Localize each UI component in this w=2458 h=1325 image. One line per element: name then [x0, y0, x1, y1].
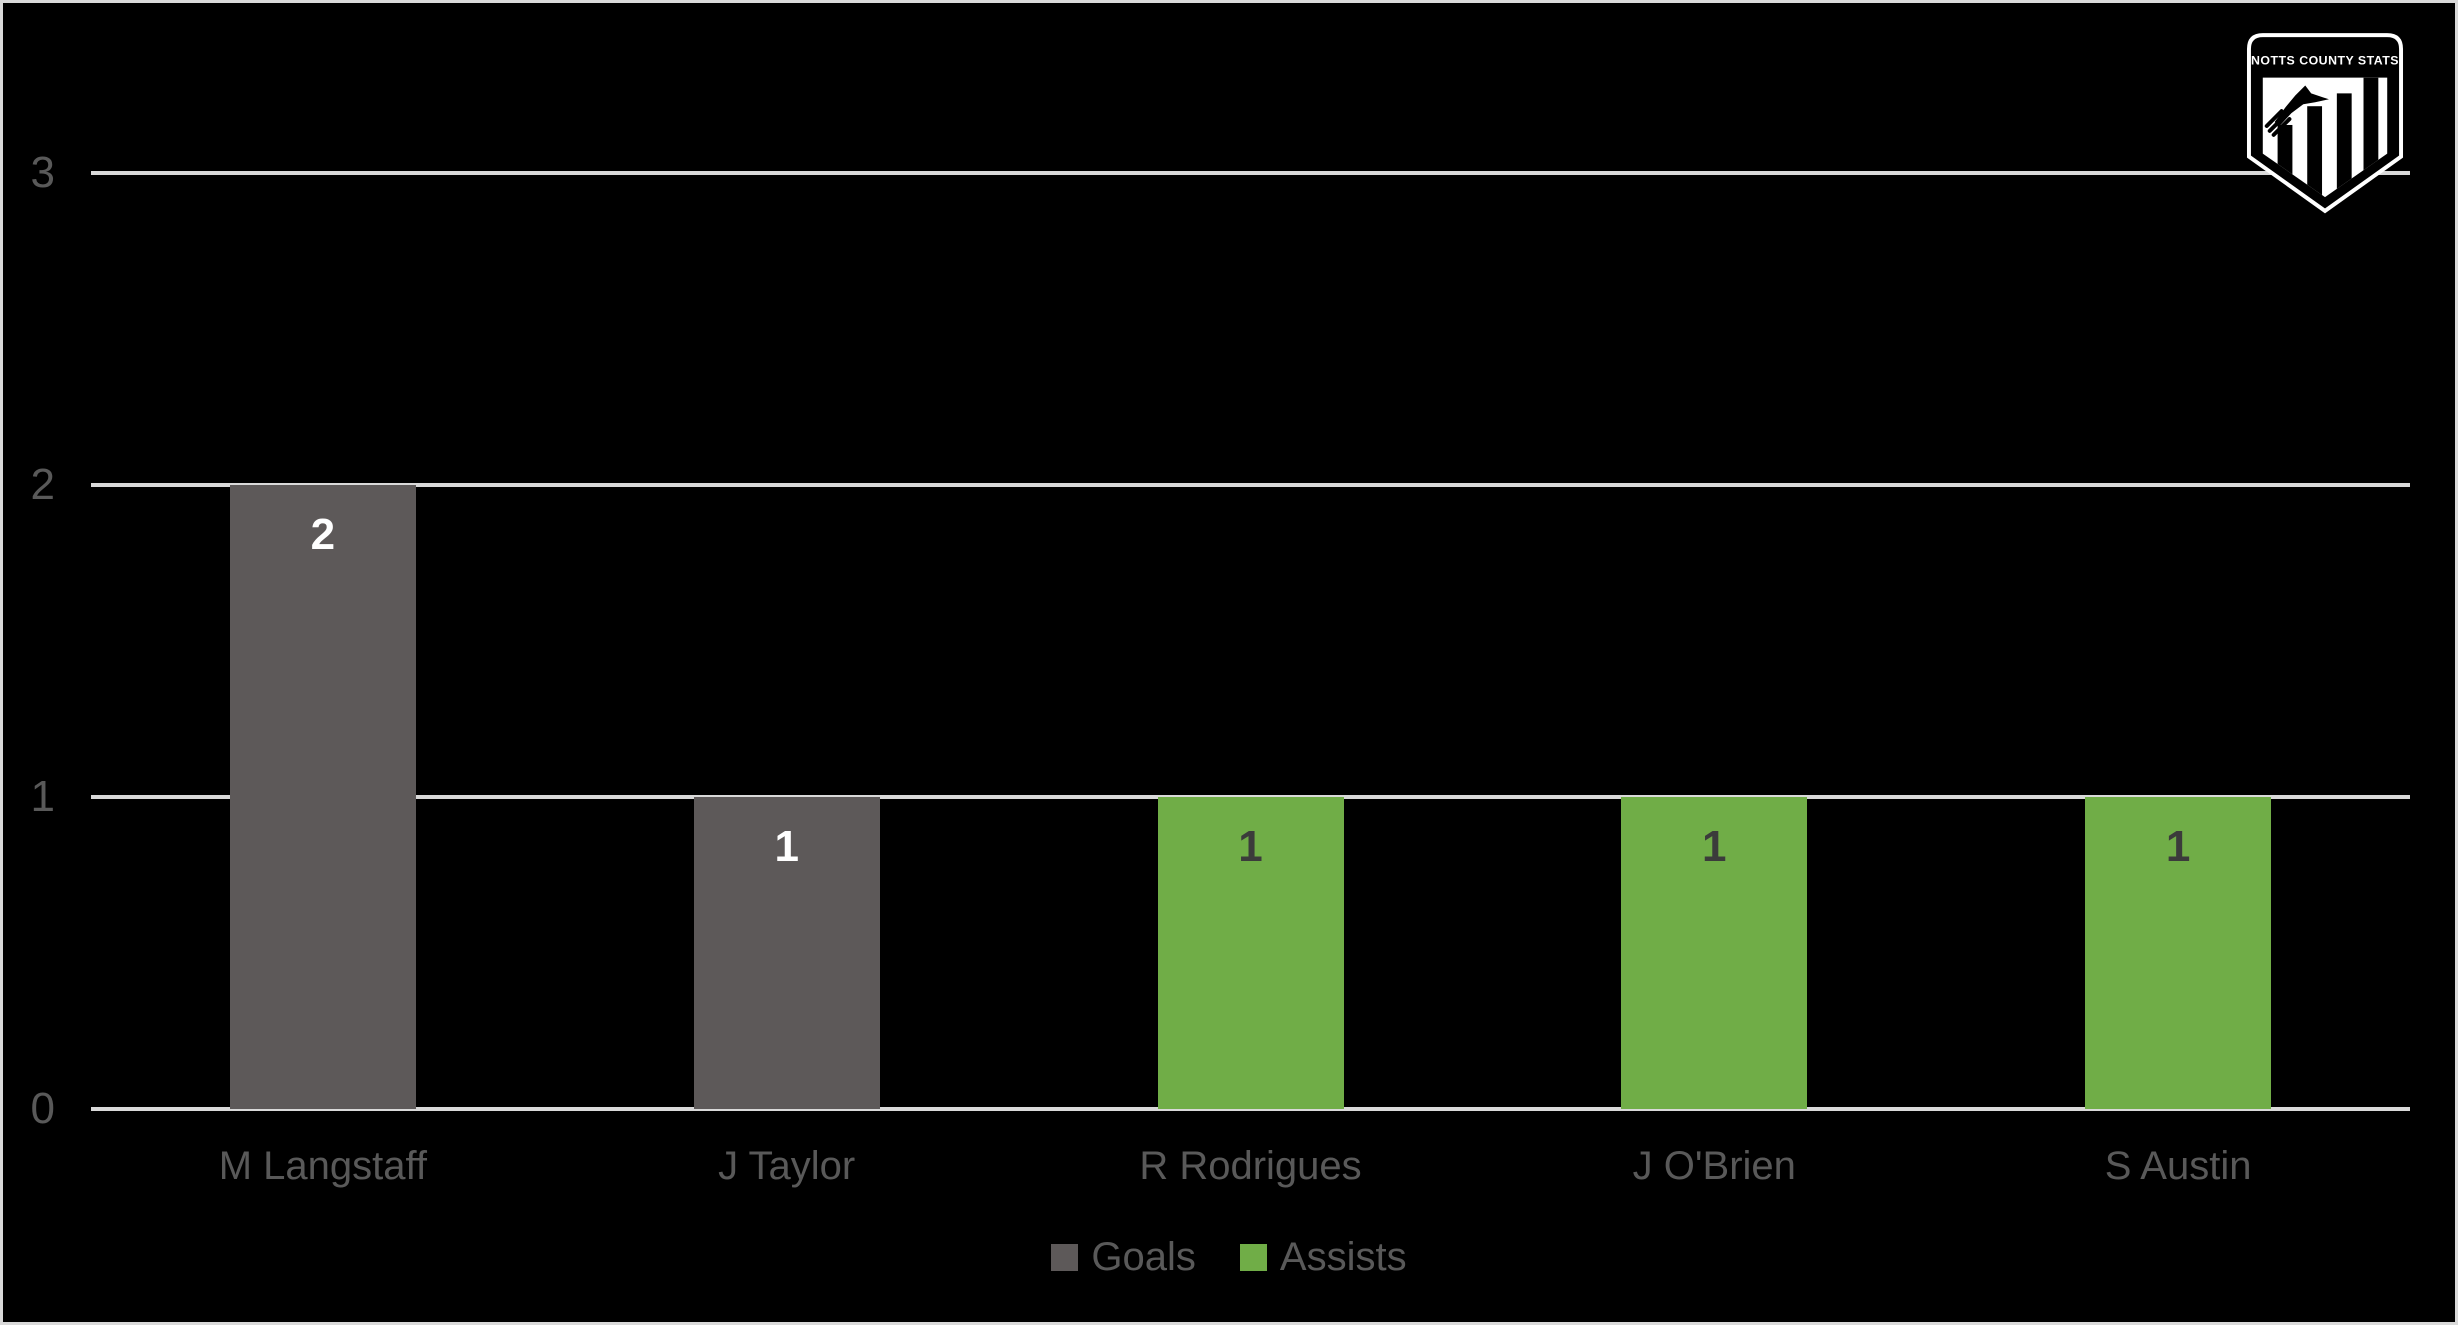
bar-assists-3: 1	[1157, 797, 1344, 1109]
bar-value-label: 1	[2165, 822, 2191, 871]
legend-label-goals: Goals	[1091, 1235, 1196, 1279]
y-tick-label-0: 0	[30, 1084, 55, 1133]
bar-value-label: 2	[310, 510, 336, 559]
legend-swatch-goals	[1051, 1243, 1079, 1271]
notts-county-stats-logo: NOTTS COUNTY STATS	[2246, 33, 2404, 214]
bar-value-label: 1	[774, 822, 799, 871]
x-tick-label-5: S Austin	[2104, 1144, 2252, 1188]
bar-assists-5: 1	[2085, 797, 2272, 1109]
gridline-y2	[91, 483, 2410, 487]
bar-goals-1: 2	[229, 485, 416, 1109]
y-tick-label-2: 2	[30, 460, 55, 509]
chart-legend: Goals Assists	[3, 1233, 2455, 1281]
x-tick-label-4: J O'Brien	[1632, 1144, 1796, 1188]
logo-text: NOTTS COUNTY STATS	[2251, 54, 2399, 68]
legend-item-goals: Goals	[1051, 1233, 1196, 1281]
plot-area: 2 1 1 1 1	[91, 171, 2410, 1111]
bar-value-label: 1	[1238, 822, 1263, 871]
bar-value-label: 1	[1702, 822, 1727, 871]
gridline-y3	[91, 171, 2410, 175]
bar-assists-4: 1	[1621, 797, 1808, 1109]
x-tick-label-3: R Rodrigues	[1139, 1144, 1362, 1188]
x-tick-label-2: J Taylor	[718, 1144, 856, 1188]
x-tick-label-1: M Langstaff	[218, 1144, 428, 1188]
magpie-icon	[2264, 85, 2329, 137]
x-axis-labels: M Langstaff J Taylor R Rodrigues J O'Brien S…	[91, 1141, 2410, 1191]
y-tick-label-3: 3	[30, 148, 55, 197]
bar-goals-2: 1	[693, 797, 880, 1109]
legend-label-assists: Assists	[1279, 1235, 1407, 1279]
y-tick-label-1: 1	[30, 772, 55, 821]
legend-swatch-assists	[1239, 1243, 1267, 1271]
legend-item-assists: Assists	[1239, 1233, 1407, 1281]
gridline-y0	[91, 1107, 2410, 1111]
